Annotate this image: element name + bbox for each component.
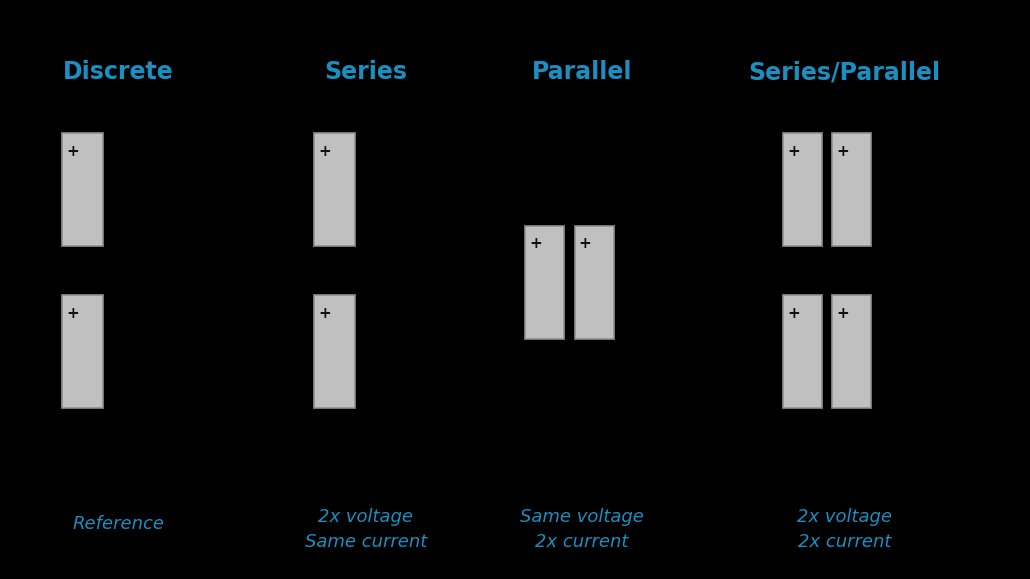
- Text: +: +: [787, 144, 799, 159]
- Text: 2x voltage
Same current: 2x voltage Same current: [305, 508, 426, 551]
- Bar: [525, 226, 564, 339]
- Bar: [832, 295, 871, 408]
- Bar: [832, 133, 871, 246]
- Text: Series/Parallel: Series/Parallel: [749, 60, 940, 85]
- Text: Discrete: Discrete: [63, 60, 174, 85]
- Text: +: +: [318, 144, 331, 159]
- Text: +: +: [836, 306, 849, 321]
- Bar: [783, 295, 822, 408]
- Text: 2x voltage
2x current: 2x voltage 2x current: [797, 508, 892, 551]
- Text: +: +: [66, 144, 78, 159]
- Text: +: +: [529, 236, 542, 251]
- Bar: [62, 295, 103, 408]
- Bar: [783, 133, 822, 246]
- Text: +: +: [579, 236, 591, 251]
- Text: +: +: [318, 306, 331, 321]
- Text: +: +: [836, 144, 849, 159]
- Bar: [314, 133, 355, 246]
- Bar: [62, 133, 103, 246]
- Bar: [575, 226, 614, 339]
- Text: Parallel: Parallel: [531, 60, 632, 85]
- Text: Series: Series: [324, 60, 407, 85]
- Text: Reference: Reference: [72, 515, 165, 533]
- Text: Same voltage
2x current: Same voltage 2x current: [520, 508, 644, 551]
- Bar: [314, 295, 355, 408]
- Text: +: +: [66, 306, 78, 321]
- Text: +: +: [787, 306, 799, 321]
